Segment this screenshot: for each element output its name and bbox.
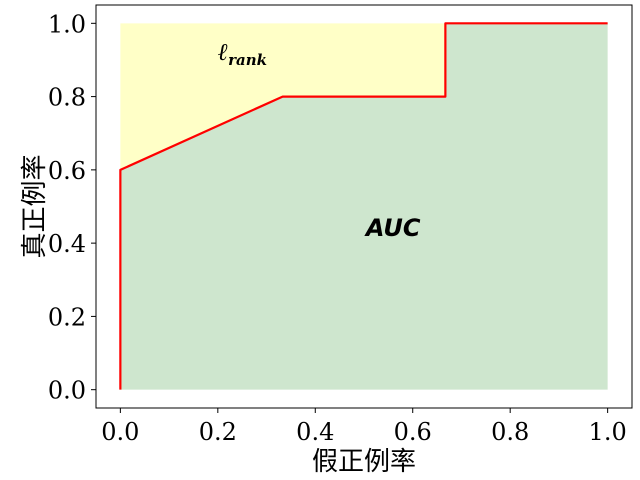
x-tick-label: 0.6 <box>394 418 432 446</box>
x-tick-label: 0.8 <box>491 418 529 446</box>
roc-curve-line <box>119 22 608 390</box>
annotations: AUC ℓrank <box>218 37 421 242</box>
y-tick-label: 0.4 <box>48 230 86 258</box>
x-axis-ticks: 0.0 0.2 0.4 0.6 0.8 1.0 <box>101 408 627 446</box>
x-tick-label: 0.0 <box>101 418 139 446</box>
rank-subscript: rank <box>228 51 267 69</box>
y-tick-label: 0.2 <box>48 303 86 331</box>
x-tick-label: 1.0 <box>589 418 627 446</box>
y-tick-label: 1.0 <box>48 10 86 38</box>
y-tick-label: 0.6 <box>48 157 86 185</box>
y-axis-title: 真正例率 <box>20 154 50 258</box>
rank-symbol: ℓ <box>218 37 228 66</box>
x-tick-label: 0.4 <box>296 418 334 446</box>
plot-frame <box>95 4 633 409</box>
roc-curve-group <box>119 22 608 390</box>
x-axis-title: 假正例率 <box>312 447 416 477</box>
fill-regions <box>120 23 608 390</box>
x-tick-label: 0.2 <box>199 418 237 446</box>
auc-label: AUC <box>364 214 421 242</box>
rank-label: ℓrank <box>218 37 267 69</box>
y-tick-label: 0.8 <box>48 84 86 112</box>
y-axis-ticks: 0.0 0.2 0.4 0.6 0.8 1.0 <box>48 10 96 405</box>
y-tick-label: 0.0 <box>48 377 86 405</box>
